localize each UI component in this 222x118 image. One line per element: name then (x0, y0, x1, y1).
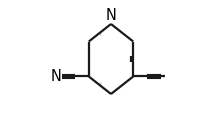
Text: N: N (50, 69, 61, 84)
Text: N: N (106, 8, 116, 23)
